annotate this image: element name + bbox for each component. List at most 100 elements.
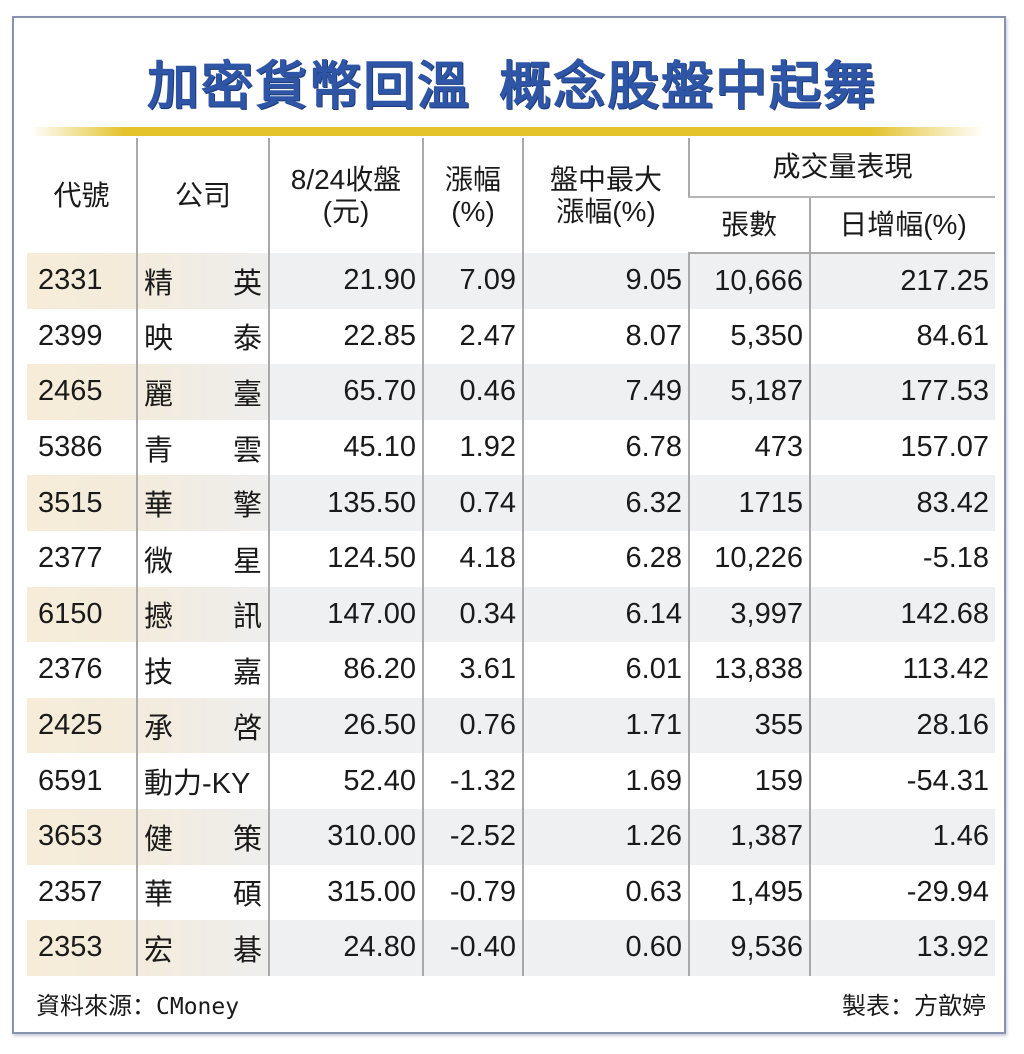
volume-lots-cell: 10,666 [688,253,810,309]
table-row: 2425 承啓 26.50 0.76 1.71 355 28.16 [27,697,996,754]
header-close-line1: 8/24收盤 [290,163,402,195]
company-char-1: 宏 [144,934,174,967]
volume-increase-cell: 177.53 [808,364,996,420]
maker-credit: 製表：方歆婷 [842,992,986,1020]
close-price-cell: 24.80 [268,920,423,976]
max-change-cell: 0.63 [522,864,689,921]
company-char-2: 臺 [232,378,262,411]
code-cell: 6591 [38,764,103,797]
table-row: 2357 華碩 315.00 -0.79 0.63 1,495 -29.94 [27,864,996,921]
company-char-2: 星 [232,545,262,578]
company-char-1: 青 [144,434,174,467]
company-cell: 映泰 [136,308,269,365]
volume-lots-cell: 5,187 [688,364,810,420]
header-code: 代號 [53,179,110,211]
company-char-1: 健 [144,823,174,856]
volume-lots-cell: 5,350 [688,308,810,365]
header-close: 8/24收盤 (元) [268,138,423,253]
code-cell: 2399 [38,319,103,352]
company-cell: 宏碁 [136,920,269,976]
table-row: 6150 撼訊 147.00 0.34 6.14 3,997 142.68 [27,586,996,643]
close-price-cell: 86.20 [268,642,423,698]
volume-increase-cell: 157.07 [808,419,996,476]
max-change-cell: 6.28 [522,530,689,587]
company-char-1: 華 [144,879,174,912]
change-cell: 1.92 [422,419,523,476]
volume-lots-cell: 1,495 [688,864,810,921]
company-char-2: 嘉 [232,656,262,689]
max-change-cell: 1.26 [522,808,689,865]
company-cell: 精英 [136,253,269,309]
code-cell: 2465 [27,364,137,420]
company-cell: 動力-KY [136,753,269,809]
volume-lots-cell: 1,387 [688,808,810,865]
close-price-cell: 315.00 [268,864,423,921]
volume-increase-cell: -5.18 [808,530,996,587]
code-cell: 3653 [27,808,137,865]
company-cell: 撼訊 [136,586,269,643]
volume-increase-cell: -54.31 [808,753,996,809]
volume-increase-cell: 83.42 [808,475,996,531]
company-char-2: 啓 [232,712,262,745]
close-price-cell: 26.50 [268,697,423,754]
volume-increase-cell: 84.61 [808,308,996,365]
change-cell: -1.32 [422,753,523,809]
volume-lots-cell: 159 [688,753,810,809]
header-max-line1: 盤中最大 [549,163,662,195]
max-change-cell: 1.71 [522,697,689,754]
company-cell: 技嘉 [136,642,269,698]
volume-lots-cell: 13,838 [688,642,810,698]
company-cell: 承啓 [136,697,269,754]
table-row: 2376 技嘉 86.20 3.61 6.01 13,838 113.42 [27,642,996,698]
source-label: 資料來源： [36,992,156,1020]
company-name: 動力-KY [144,768,251,801]
table-row: 2465 麗臺 65.70 0.46 7.49 5,187 177.53 [27,364,996,420]
header-company: 公司 [136,138,269,253]
title-underline [30,127,985,136]
close-price-cell: 147.00 [268,586,423,643]
volume-increase-cell: 217.25 [808,253,996,309]
company-char-1: 承 [144,712,174,745]
change-cell: 0.74 [422,475,523,531]
stock-table: 代號 公司 8/24收盤 (元) 漲幅 (%) 盤中最大 漲幅(%) 成交量表現 張數… [27,138,996,976]
company-char-1: 技 [144,656,174,689]
company-cell: 華碩 [136,864,269,921]
max-change-cell: 8.07 [522,308,689,365]
company-cell: 麗臺 [136,364,269,420]
company-cell: 華擎 [136,475,269,531]
volume-increase-cell: 13.92 [808,920,996,976]
volume-lots-cell: 10,226 [688,530,810,587]
company-char-2: 碩 [232,879,262,912]
header-change: 漲幅 (%) [422,138,523,253]
volume-increase-cell: 28.16 [808,697,996,754]
code-cell: 2376 [38,653,103,686]
code-cell: 2377 [38,542,103,575]
close-price-cell: 52.40 [268,753,423,809]
company-char-1: 映 [144,323,174,356]
volume-lots-cell: 473 [688,419,810,476]
header-change-line2: (%) [451,195,495,227]
code-cell: 2353 [27,920,137,976]
code-cell: 6150 [27,586,137,643]
company-char-1: 微 [144,545,174,578]
code-cell: 2331 [27,253,137,309]
max-change-cell: 6.01 [522,642,689,698]
table-row: 2331 精英 21.90 7.09 9.05 10,666 217.25 [27,253,996,309]
max-change-cell: 6.14 [522,586,689,643]
close-price-cell: 21.90 [268,253,423,309]
change-cell: 4.18 [422,530,523,587]
close-price-cell: 310.00 [268,808,423,865]
page-title: 加密貨幣回溫 概念股盤中起舞 [0,44,1024,119]
company-char-1: 華 [144,490,174,523]
company-char-2: 策 [232,823,262,856]
table-row: 2377 微星 124.50 4.18 6.28 10,226 -5.18 [27,530,996,587]
code-cell: 3515 [27,475,137,531]
code-cell: 5386 [38,431,103,464]
title-part-1: 加密貨幣回溫 [146,57,471,117]
header-close-line2: (元) [322,195,370,227]
table-row: 2353 宏碁 24.80 -0.40 0.60 9,536 13.92 [27,920,996,976]
company-char-2: 雲 [232,434,262,467]
change-cell: 0.46 [422,364,523,420]
max-change-cell: 0.60 [522,920,689,976]
close-price-cell: 22.85 [268,308,423,365]
